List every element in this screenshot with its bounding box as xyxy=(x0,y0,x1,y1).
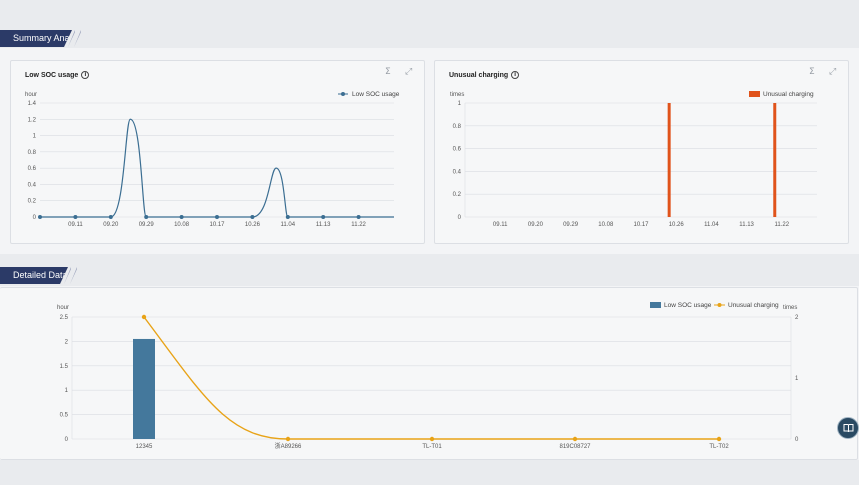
tab-stripe-decoration xyxy=(74,30,81,47)
detail-section-title: Detailed Data xyxy=(0,267,68,284)
low-soc-card: Low SOC usage i Σ ⤢ xyxy=(10,60,425,244)
tab-stripe-decoration xyxy=(68,30,75,47)
tab-stripe-decoration xyxy=(70,267,77,284)
summary-section-title: Summary Ana xyxy=(0,30,72,47)
expand-icon[interactable]: ⤢ xyxy=(829,67,837,77)
unusual-charging-title-text: Unusual charging xyxy=(449,71,509,79)
sigma-icon[interactable]: Σ xyxy=(385,67,391,77)
low-soc-title: Low SOC usage i xyxy=(25,71,90,79)
book-icon xyxy=(843,424,853,433)
unusual-charging-card: Unusual charging i Σ ⤢ xyxy=(434,60,849,244)
detail-card xyxy=(0,287,858,460)
unusual-charging-title: Unusual charging i xyxy=(449,71,520,79)
detail-section-tab: Detailed Data xyxy=(0,267,77,284)
sigma-icon[interactable]: Σ xyxy=(809,67,815,77)
info-icon[interactable]: i xyxy=(511,71,520,79)
tab-stripe-decoration xyxy=(64,267,71,284)
expand-icon[interactable]: ⤢ xyxy=(405,67,413,77)
book-button[interactable] xyxy=(837,417,859,439)
low-soc-title-text: Low SOC usage xyxy=(25,71,79,79)
info-icon[interactable]: i xyxy=(81,71,90,79)
summary-section-tab: Summary Ana xyxy=(0,30,81,47)
